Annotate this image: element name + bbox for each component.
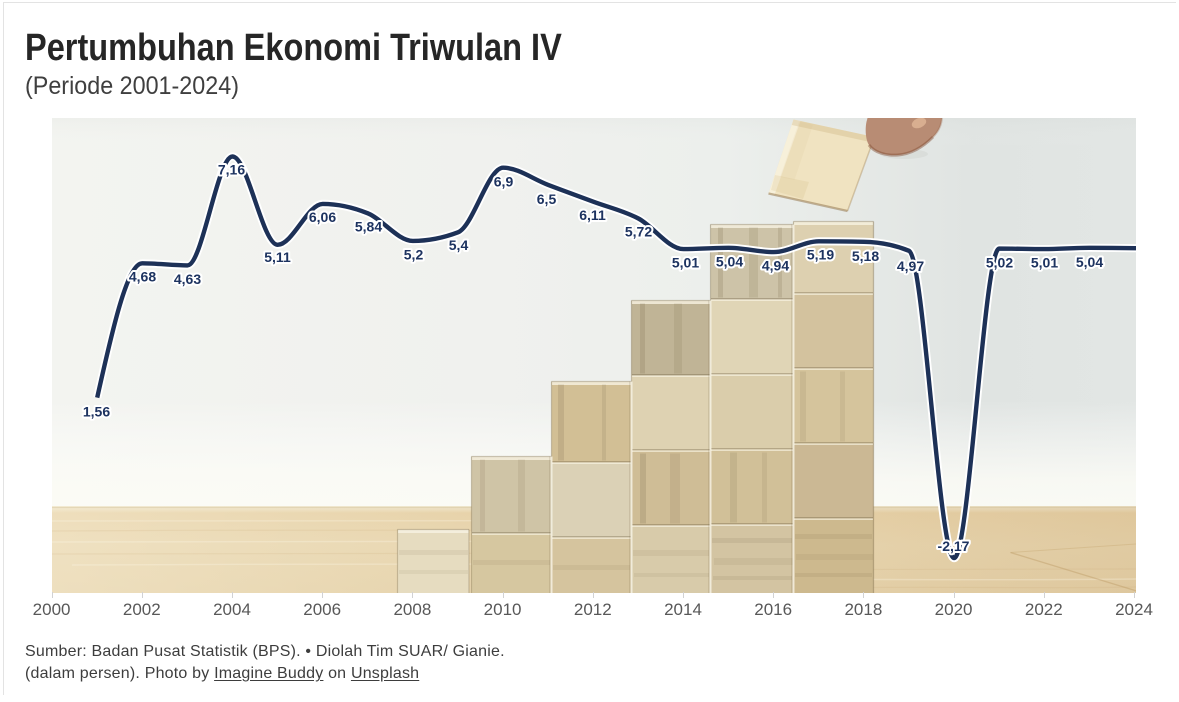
svg-text:6,11: 6,11 [579,207,606,223]
svg-text:5,2: 5,2 [403,246,423,262]
svg-text:5,01: 5,01 [671,254,698,270]
svg-text:5,84: 5,84 [354,218,381,234]
svg-text:7,16: 7,16 [217,161,244,177]
svg-text:4,94: 4,94 [761,257,788,273]
svg-text:5,04: 5,04 [715,253,742,269]
svg-text:5,18: 5,18 [851,248,878,264]
svg-text:5,19: 5,19 [806,246,833,262]
svg-text:5,11: 5,11 [264,249,291,265]
svg-text:4,97: 4,97 [896,258,923,274]
svg-text:6,9: 6,9 [493,173,513,189]
svg-text:-2,17: -2,17 [937,538,969,554]
svg-text:5,4: 5,4 [448,237,468,253]
svg-text:5,02: 5,02 [985,254,1012,270]
svg-text:1,56: 1,56 [82,403,109,419]
svg-text:5,01: 5,01 [1030,254,1057,270]
svg-text:6,5: 6,5 [536,191,556,207]
svg-text:6,06: 6,06 [308,209,335,225]
svg-text:4,68: 4,68 [128,268,155,284]
svg-text:5,04: 5,04 [1075,254,1102,270]
svg-text:5,72: 5,72 [624,223,651,239]
svg-text:4,63: 4,63 [173,271,200,287]
